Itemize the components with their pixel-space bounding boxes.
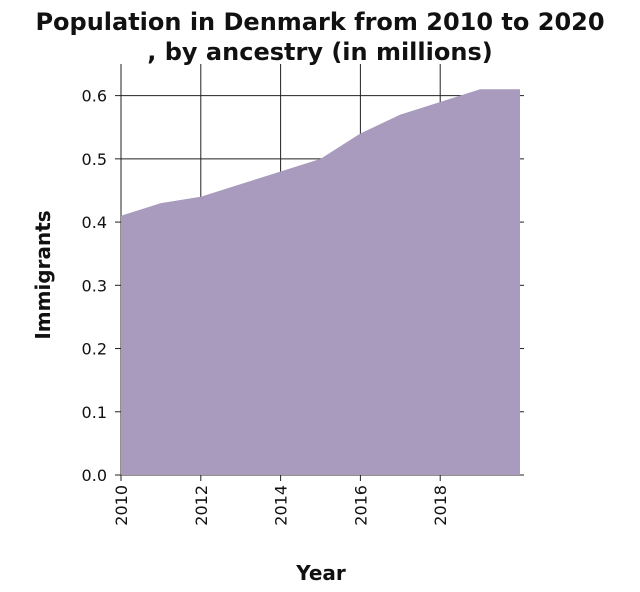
x-axis-label: Year	[295, 561, 346, 585]
y-tick-labels: 0.0 0.1 0.2 0.3 0.4 0.5 0.6	[82, 87, 107, 485]
x-tick-label: 2010	[112, 485, 131, 526]
area-series	[121, 89, 520, 475]
y-tick-label: 0.0	[82, 466, 107, 485]
y-tick-label: 0.1	[82, 403, 107, 422]
chart-title-line1: Population in Denmark from 2010 to 2020	[35, 8, 604, 36]
x-tick-label: 2012	[192, 485, 211, 526]
y-tick-label: 0.6	[82, 87, 107, 106]
chart-title-line2: , by ancestry (in millions)	[147, 38, 492, 66]
y-tick-label: 0.4	[82, 213, 107, 232]
y-tick-label: 0.2	[82, 340, 107, 359]
x-tick-label: 2014	[272, 485, 291, 526]
y-tick-label: 0.3	[82, 276, 107, 295]
x-tick-label: 2018	[431, 485, 450, 526]
x-tick-label: 2016	[351, 485, 370, 526]
y-axis-label: Immigrants	[31, 210, 55, 339]
y-tick-label: 0.5	[82, 150, 107, 169]
x-tick-labels: 2010 2012 2014 2016 2018	[112, 485, 450, 526]
